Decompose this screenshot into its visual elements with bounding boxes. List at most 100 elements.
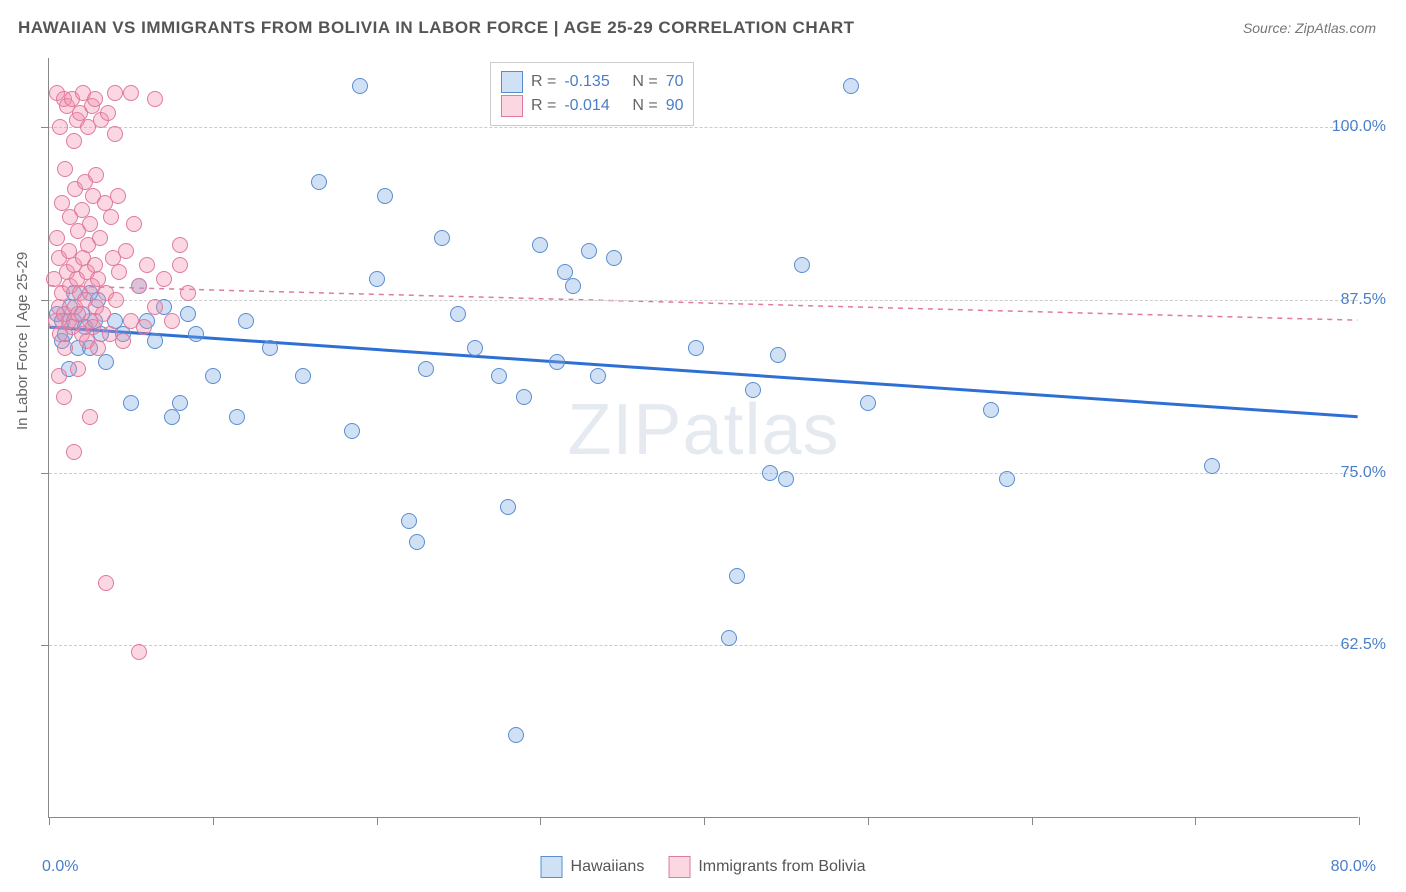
legend-swatch	[501, 71, 523, 93]
x-tick	[1032, 817, 1033, 825]
data-point	[103, 209, 119, 225]
data-point	[92, 230, 108, 246]
data-point	[66, 133, 82, 149]
data-point	[467, 340, 483, 356]
x-tick	[704, 817, 705, 825]
data-point	[90, 340, 106, 356]
y-tick-label: 100.0%	[1332, 118, 1386, 136]
data-point	[238, 313, 254, 329]
data-point	[508, 727, 524, 743]
data-point	[549, 354, 565, 370]
data-point	[98, 354, 114, 370]
x-axis-min-label: 0.0%	[42, 858, 78, 876]
data-point	[590, 368, 606, 384]
data-point	[98, 575, 114, 591]
data-point	[123, 395, 139, 411]
data-point	[688, 340, 704, 356]
legend-row: R =-0.014N =90	[501, 95, 683, 117]
data-point	[70, 361, 86, 377]
data-point	[66, 444, 82, 460]
data-point	[100, 105, 116, 121]
data-point	[110, 188, 126, 204]
grid-line-horizontal	[49, 473, 1358, 474]
data-point	[295, 368, 311, 384]
data-point	[57, 161, 73, 177]
legend-n-value: 70	[666, 73, 684, 91]
data-point	[860, 395, 876, 411]
chart-container: HAWAIIAN VS IMMIGRANTS FROM BOLIVIA IN L…	[0, 0, 1406, 892]
data-point	[131, 644, 147, 660]
data-point	[126, 216, 142, 232]
legend-n-label: N =	[632, 73, 657, 91]
legend-item: Immigrants from Bolivia	[668, 856, 865, 878]
x-tick	[213, 817, 214, 825]
data-point	[82, 409, 98, 425]
chart-title: HAWAIIAN VS IMMIGRANTS FROM BOLIVIA IN L…	[18, 18, 855, 38]
legend-r-label: R =	[531, 73, 556, 91]
data-point	[434, 230, 450, 246]
data-point	[85, 319, 101, 335]
grid-line-horizontal	[49, 300, 1358, 301]
data-point	[999, 471, 1015, 487]
data-point	[52, 119, 68, 135]
data-point	[762, 465, 778, 481]
trend-line	[49, 327, 1357, 417]
legend-item: Hawaiians	[541, 856, 645, 878]
plot-area: ZIPatlas	[48, 58, 1358, 818]
data-point	[491, 368, 507, 384]
data-point	[1204, 458, 1220, 474]
y-axis-label: In Labor Force | Age 25-29	[14, 252, 31, 430]
x-axis-max-label: 80.0%	[1331, 858, 1376, 876]
grid-line-horizontal	[49, 645, 1358, 646]
legend-row: R =-0.135N =70	[501, 71, 683, 93]
data-point	[164, 409, 180, 425]
data-point	[180, 306, 196, 322]
legend-swatch	[541, 856, 563, 878]
trend-lines	[49, 58, 1358, 817]
data-point	[57, 340, 73, 356]
data-point	[108, 292, 124, 308]
data-point	[418, 361, 434, 377]
y-tick	[41, 473, 49, 474]
y-tick-label: 75.0%	[1341, 464, 1386, 482]
watermark: ZIPatlas	[567, 388, 839, 470]
data-point	[450, 306, 466, 322]
data-point	[131, 278, 147, 294]
legend-swatch	[501, 95, 523, 117]
legend-swatch	[668, 856, 690, 878]
data-point	[107, 126, 123, 142]
legend-r-value: -0.014	[564, 97, 624, 115]
data-point	[565, 278, 581, 294]
data-point	[56, 389, 72, 405]
data-point	[401, 513, 417, 529]
y-tick	[41, 645, 49, 646]
data-point	[164, 313, 180, 329]
data-point	[500, 499, 516, 515]
series-legend: Hawaiians Immigrants from Bolivia	[541, 856, 866, 878]
data-point	[147, 333, 163, 349]
data-point	[172, 257, 188, 273]
data-point	[229, 409, 245, 425]
data-point	[770, 347, 786, 363]
data-point	[136, 319, 152, 335]
data-point	[745, 382, 761, 398]
data-point	[377, 188, 393, 204]
data-point	[88, 167, 104, 183]
data-point	[107, 85, 123, 101]
x-tick	[868, 817, 869, 825]
data-point	[729, 568, 745, 584]
data-point	[118, 243, 134, 259]
data-point	[606, 250, 622, 266]
watermark-zip: ZIP	[567, 389, 682, 469]
y-tick-label: 62.5%	[1341, 636, 1386, 654]
legend-n-value: 90	[666, 97, 684, 115]
data-point	[180, 285, 196, 301]
data-point	[95, 306, 111, 322]
y-tick	[41, 127, 49, 128]
source-attribution: Source: ZipAtlas.com	[1243, 20, 1376, 36]
data-point	[205, 368, 221, 384]
x-tick	[540, 817, 541, 825]
data-point	[188, 326, 204, 342]
data-point	[778, 471, 794, 487]
data-point	[311, 174, 327, 190]
